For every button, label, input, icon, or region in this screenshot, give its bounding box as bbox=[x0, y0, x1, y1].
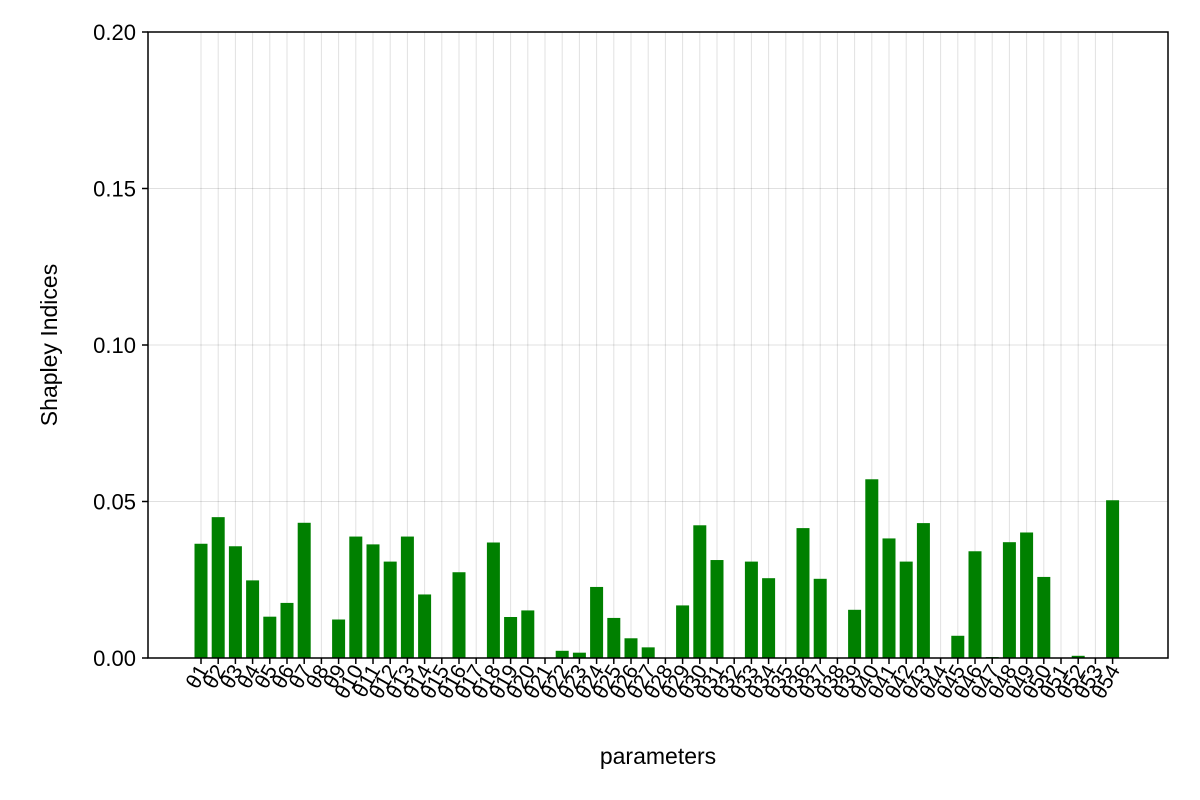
bar bbox=[762, 578, 776, 658]
bar bbox=[280, 602, 294, 658]
bar bbox=[452, 572, 466, 658]
bar bbox=[916, 523, 930, 658]
bar bbox=[882, 538, 896, 658]
bar bbox=[383, 561, 397, 658]
bar bbox=[865, 479, 879, 658]
bar bbox=[366, 544, 380, 658]
bar bbox=[418, 594, 432, 658]
bar bbox=[641, 647, 655, 658]
bar bbox=[710, 560, 724, 658]
y-tick-label: 0.05 bbox=[93, 490, 136, 515]
x-axis: θ1θ2θ3θ4θ5θ6θ7θ8θ9θ10θ11θ12θ13θ14θ15θ16θ… bbox=[182, 658, 1125, 703]
x-axis-label: parameters bbox=[600, 743, 716, 769]
bar bbox=[246, 580, 260, 658]
bar bbox=[1020, 532, 1034, 658]
bar bbox=[228, 546, 242, 658]
bar bbox=[607, 617, 621, 658]
grid-lines bbox=[148, 31, 1168, 659]
y-tick-label: 0.20 bbox=[93, 20, 136, 45]
bars bbox=[194, 479, 1120, 658]
bar bbox=[263, 616, 277, 658]
bar bbox=[676, 605, 690, 658]
y-axis-label: Shapley Indices bbox=[36, 264, 62, 426]
bar bbox=[400, 536, 414, 658]
bar bbox=[1002, 542, 1016, 658]
bar bbox=[332, 619, 346, 658]
bar bbox=[624, 638, 638, 658]
y-tick-label: 0.15 bbox=[93, 177, 136, 202]
bar bbox=[555, 650, 569, 658]
bar bbox=[951, 635, 965, 658]
y-axis: 0.00 0.05 0.10 0.15 0.20 bbox=[93, 20, 148, 671]
bar bbox=[521, 610, 535, 658]
bar bbox=[1071, 655, 1085, 658]
bar bbox=[744, 561, 758, 658]
y-tick-label: 0.00 bbox=[93, 646, 136, 671]
bar bbox=[968, 551, 982, 658]
bar bbox=[1037, 576, 1051, 658]
bar bbox=[194, 543, 208, 658]
y-tick-label: 0.10 bbox=[93, 333, 136, 358]
bar bbox=[572, 652, 586, 658]
bar bbox=[297, 522, 311, 658]
bar bbox=[486, 542, 500, 658]
bar bbox=[796, 528, 810, 658]
bar bbox=[590, 586, 604, 658]
bar bbox=[504, 616, 518, 658]
bar bbox=[1106, 500, 1120, 658]
bar bbox=[211, 517, 225, 658]
bar bbox=[693, 525, 707, 658]
bar bbox=[899, 561, 913, 658]
bar bbox=[813, 578, 827, 658]
bar bbox=[349, 536, 363, 658]
bar bbox=[848, 609, 862, 658]
